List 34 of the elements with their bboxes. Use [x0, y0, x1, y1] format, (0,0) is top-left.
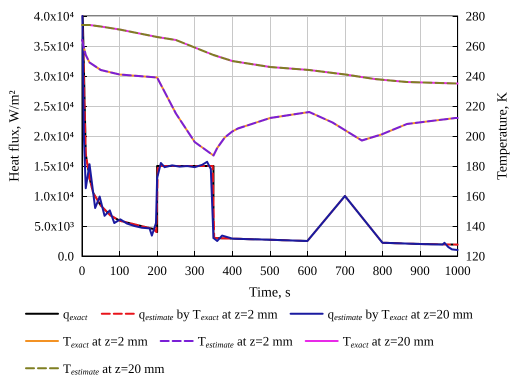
x-tick-label: 0 [78, 263, 86, 278]
y2-tick-label: 120 [466, 248, 486, 264]
y2-tick-label: 200 [466, 128, 486, 144]
x-tick-label: 1000 [444, 263, 471, 278]
x-tick-label: 800 [372, 263, 392, 278]
x-tick-label: 700 [335, 263, 355, 278]
x-axis-title: Time, s [249, 286, 291, 300]
y-tick-label: 3.5x10⁴ [34, 38, 74, 54]
y2-tick-label: 260 [466, 38, 486, 54]
y2-tick-label: 220 [466, 98, 486, 114]
y-tick-label: 2.0x10⁴ [34, 128, 74, 144]
y-tick-label: 1.0x10⁴ [34, 188, 74, 204]
y2-tick-label: 240 [466, 68, 486, 84]
y2-tick-label: 280 [466, 8, 486, 24]
line-series [81, 24, 459, 84]
y-tick-label: 0.0 [58, 248, 74, 264]
y-tick-label: 5.0x10³ [34, 218, 74, 234]
y2-tick-label: 160 [466, 188, 486, 204]
y-tick-label: 3.0x10⁴ [34, 68, 74, 84]
y-tick-label: 2.5x10⁴ [34, 98, 74, 114]
x-tick-label: 300 [184, 263, 204, 278]
x-tick-label: 900 [410, 263, 430, 278]
x-tick-label: 200 [147, 263, 167, 278]
x-tick-label: 500 [260, 263, 280, 278]
x-tick-label: 100 [110, 263, 130, 278]
y2-tick-label: 180 [466, 158, 486, 174]
y-axis-title: Heat flux, W/m² [8, 90, 22, 182]
y2-tick-label: 140 [466, 218, 486, 234]
x-tick-label: 400 [222, 263, 242, 278]
line-series [81, 39, 459, 156]
x-tick-label: 600 [298, 263, 318, 278]
y-tick-label: 4.0x10⁴ [34, 8, 74, 24]
y-tick-label: 1.5x10⁴ [34, 158, 74, 174]
y2-axis-title: Temperature, K [496, 92, 510, 180]
